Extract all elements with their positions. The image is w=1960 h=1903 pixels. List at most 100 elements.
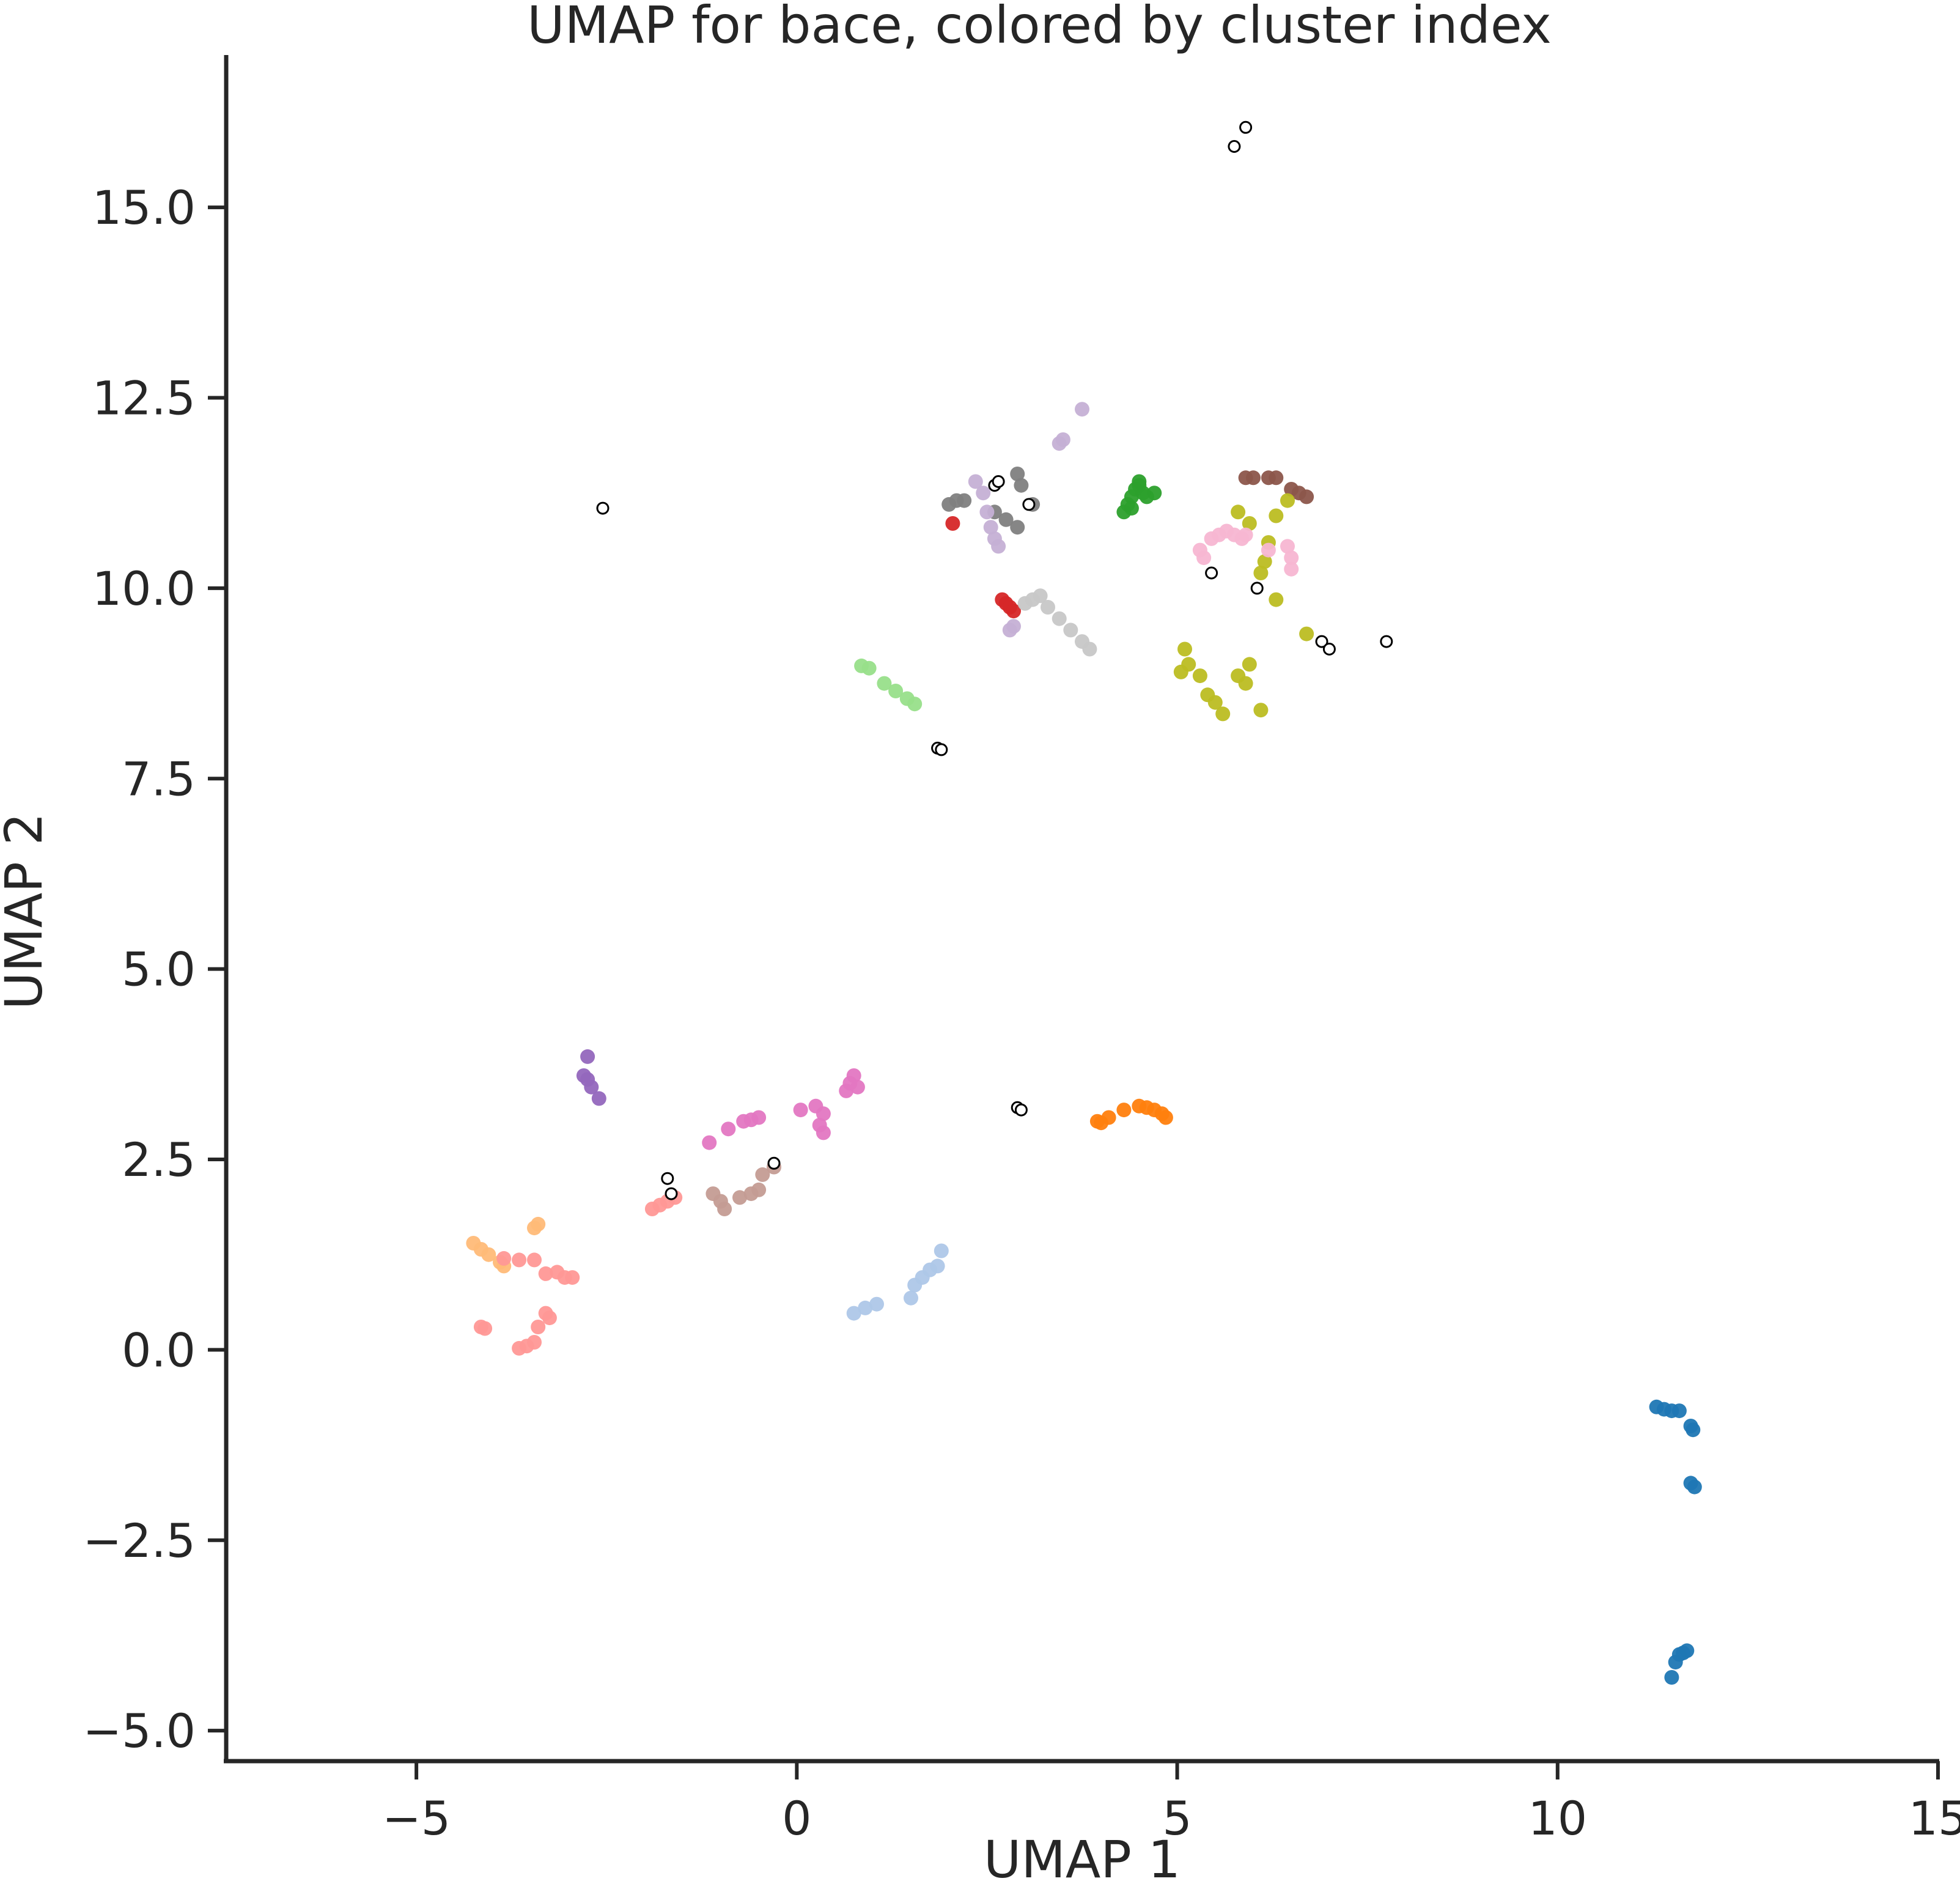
data-point <box>1177 641 1192 657</box>
data-point <box>1315 635 1328 648</box>
data-point <box>1250 582 1264 595</box>
data-point <box>1052 611 1067 626</box>
data-point <box>1132 474 1147 489</box>
y-tick-label: 10.0 <box>92 561 196 616</box>
data-point <box>1322 643 1336 656</box>
data-point <box>907 697 923 712</box>
data-point <box>1158 1110 1173 1125</box>
data-point <box>591 1091 606 1106</box>
data-point <box>1207 695 1223 710</box>
data-point <box>1063 623 1078 638</box>
data-point <box>565 1270 580 1285</box>
data-point <box>888 684 904 698</box>
data-point <box>945 516 960 531</box>
data-point <box>1668 1655 1683 1670</box>
data-point <box>1075 402 1089 417</box>
data-point <box>816 1125 831 1140</box>
data-point <box>793 1103 808 1118</box>
data-point <box>1686 1422 1701 1438</box>
data-point <box>1116 1103 1132 1118</box>
data-point <box>580 1049 595 1064</box>
data-point <box>1022 498 1036 511</box>
data-point <box>1014 478 1029 493</box>
x-tick-label: 5 <box>1162 1791 1192 1846</box>
data-point <box>877 676 892 691</box>
data-point <box>717 1202 732 1216</box>
data-point <box>934 1243 949 1258</box>
data-point <box>976 486 991 501</box>
data-point <box>850 1079 865 1095</box>
data-point <box>1253 703 1269 718</box>
data-point <box>861 660 877 676</box>
cluster-series <box>1649 1399 1702 1685</box>
y-tick-label: 7.5 <box>122 752 196 806</box>
data-point <box>983 520 998 535</box>
data-point <box>1124 501 1139 516</box>
data-point <box>1280 539 1295 554</box>
data-point <box>904 1290 918 1306</box>
data-point <box>1269 592 1284 607</box>
data-point <box>1101 1110 1116 1125</box>
data-point <box>1242 516 1257 531</box>
cluster-series <box>1173 493 1314 722</box>
data-point <box>1006 604 1021 619</box>
data-point <box>1246 470 1261 486</box>
data-point <box>1238 676 1253 691</box>
data-point <box>869 1296 884 1312</box>
data-point <box>1269 470 1284 486</box>
data-point <box>957 493 972 508</box>
data-point <box>1014 1103 1028 1117</box>
data-point <box>1082 641 1097 657</box>
y-tick-label: 15.0 <box>92 180 196 235</box>
data-point <box>1257 554 1272 569</box>
data-point <box>1269 508 1284 523</box>
cluster-series <box>854 658 923 712</box>
data-point <box>1671 1403 1687 1419</box>
data-point <box>1228 140 1241 153</box>
y-tick-label: 12.5 <box>92 371 196 425</box>
data-point <box>531 1216 546 1232</box>
x-axis-label: UMAP 1 <box>984 1830 1181 1890</box>
cluster-series <box>1192 523 1299 577</box>
cluster-series <box>702 1068 865 1150</box>
data-point <box>1173 664 1188 679</box>
data-point <box>721 1121 736 1137</box>
data-point <box>991 539 1006 554</box>
data-point <box>846 1306 861 1321</box>
data-point <box>1299 489 1314 504</box>
data-point <box>1215 706 1231 722</box>
data-point <box>767 1156 781 1170</box>
cluster-series <box>1017 588 1097 657</box>
data-point <box>751 1182 767 1197</box>
data-point <box>968 474 983 489</box>
data-point <box>998 512 1014 527</box>
data-point <box>732 1190 747 1205</box>
data-point <box>1664 1670 1679 1685</box>
data-point <box>481 1247 496 1262</box>
data-point <box>1687 1479 1702 1495</box>
data-point <box>979 504 995 520</box>
data-point <box>743 1112 759 1128</box>
y-tick-label: 5.0 <box>122 942 196 997</box>
data-point <box>596 501 610 515</box>
y-tick-label: −2.5 <box>83 1513 196 1568</box>
data-point <box>1284 550 1299 566</box>
data-point <box>1253 566 1269 580</box>
data-point <box>1380 635 1393 648</box>
data-point <box>1261 542 1276 558</box>
x-axis-ticks: −5 0 5 10 15 <box>382 1761 1960 1846</box>
data-point <box>1238 527 1253 542</box>
data-point <box>512 1252 527 1268</box>
data-point <box>496 1251 512 1266</box>
data-point <box>531 1320 546 1334</box>
data-point <box>1041 600 1055 615</box>
data-point <box>1280 493 1295 508</box>
data-point <box>1299 626 1314 641</box>
data-point <box>527 1252 542 1268</box>
cluster-series <box>1238 470 1314 504</box>
data-point <box>1205 566 1218 580</box>
y-axis-label: UMAP 2 <box>0 813 54 1010</box>
data-point <box>1231 504 1246 520</box>
